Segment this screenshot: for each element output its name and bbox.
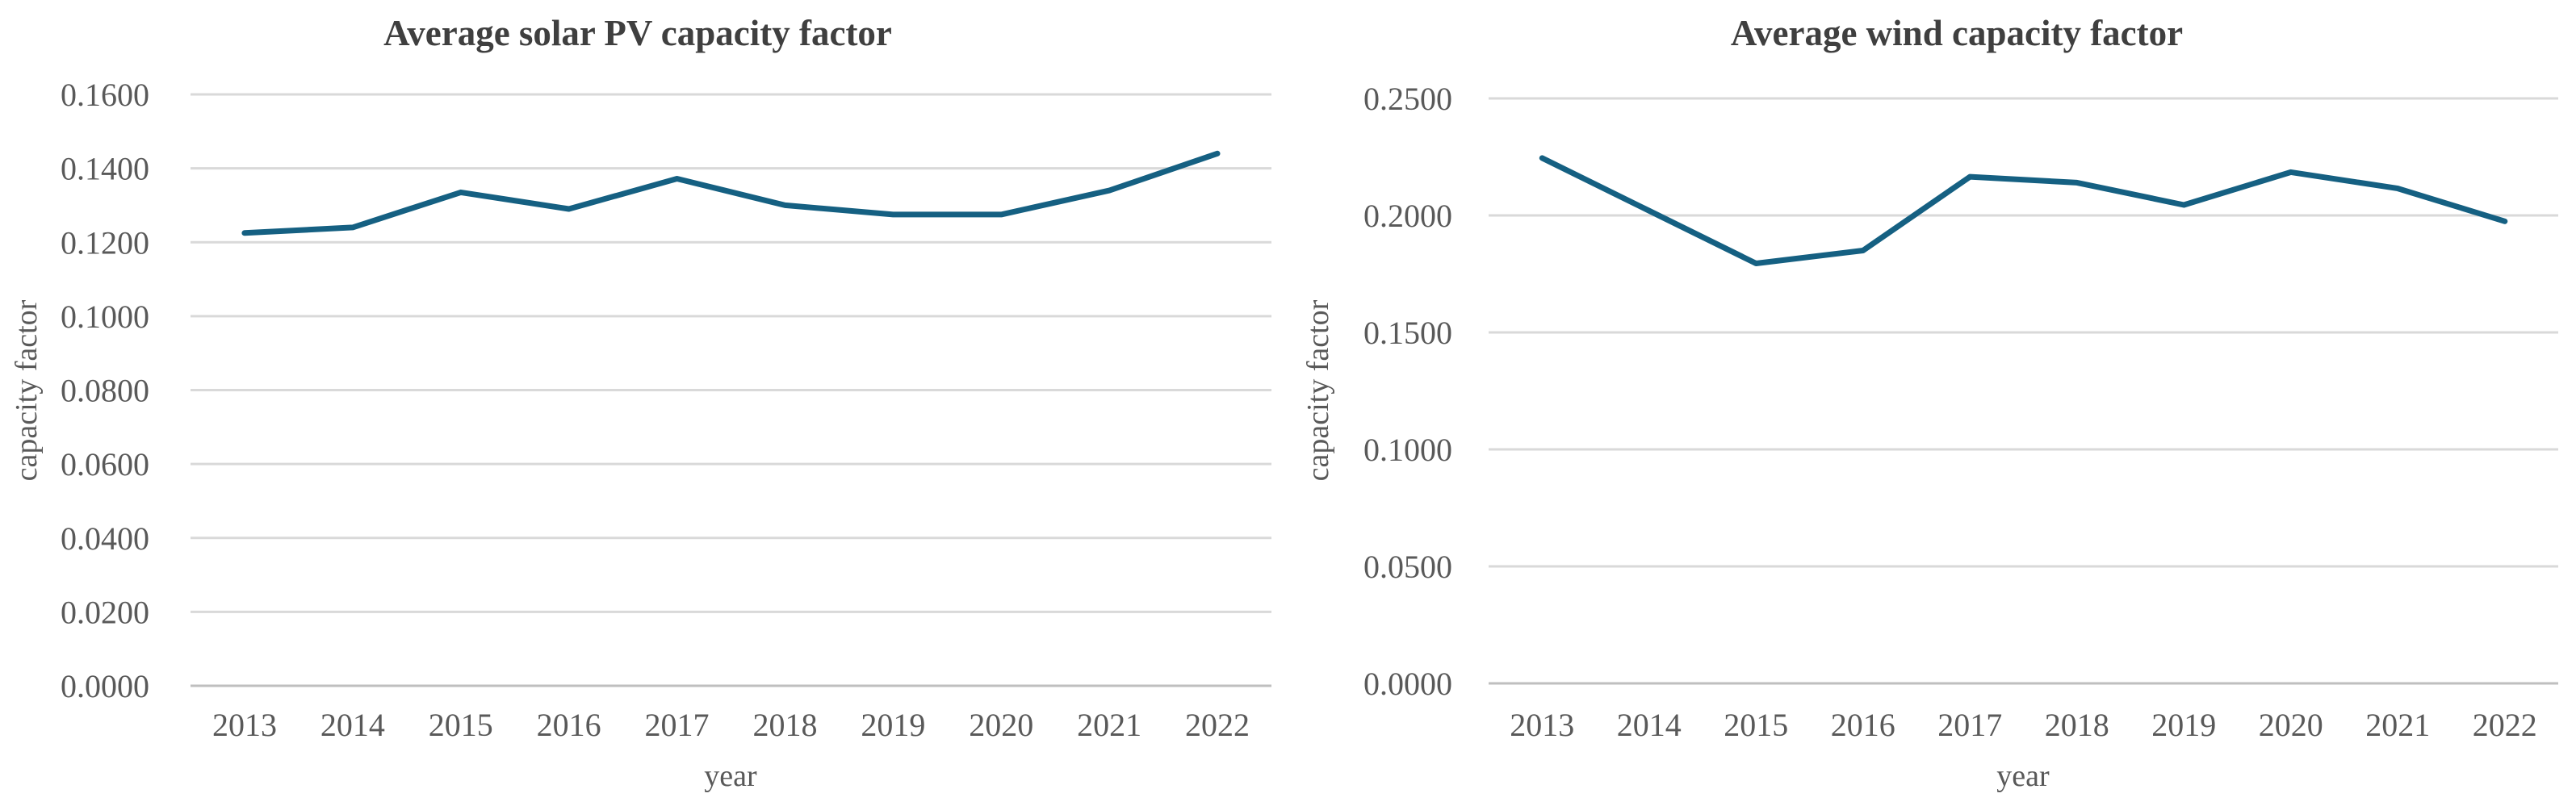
x-tick-label: 2017 [1937,707,2002,743]
y-axis-title: capacity factor [10,299,44,481]
x-tick-label: 2013 [212,707,277,743]
x-tick-label: 2016 [1831,707,1895,743]
x-tick-labels: 2013 2014 2015 2016 2017 2018 2019 2020 2021 2022 [1510,707,2537,743]
x-tick-label: 2022 [1185,707,1250,743]
x-tick-label: 2018 [752,707,817,743]
y-tick-labels: 0.0000 0.0200 0.0400 0.0600 0.0800 0.1000 0.12… [61,77,149,704]
chart-panel-solar: 0.0000 0.0200 0.0400 0.0600 0.0800 0.1000 0.12… [10,13,1271,793]
x-tick-label: 2016 [537,707,601,743]
x-tick-label: 2021 [1077,707,1141,743]
wind-capacity-factor-line [1539,155,2508,266]
x-tick-label: 2019 [861,707,925,743]
y-tick-label: 0.0600 [61,446,149,482]
x-tick-label: 2020 [969,707,1033,743]
solar-capacity-factor-line [241,150,1221,236]
chart-title: Average wind capacity factor [1731,13,2183,53]
x-tick-label: 2022 [2473,707,2537,743]
gridlines [1489,97,2558,685]
y-tick-label: 0.0400 [61,520,149,557]
chart-title: Average solar PV capacity factor [383,13,892,53]
x-tick-label: 2013 [1510,707,1574,743]
gridlines [191,93,1271,687]
x-tick-label: 2015 [1724,707,1788,743]
y-tick-label: 0.1000 [1363,432,1452,468]
x-tick-label: 2017 [645,707,710,743]
y-tick-label: 0.0000 [61,668,149,704]
x-tick-label: 2014 [320,707,385,743]
x-tick-label: 2021 [2365,707,2430,743]
y-tick-labels: 0.0000 0.0500 0.1000 0.1500 0.2000 0.2500 [1363,81,1452,702]
x-axis-title: year [1996,759,2050,793]
x-tick-labels: 2013 2014 2015 2016 2017 2018 2019 2020 2021 2022 [212,707,1250,743]
x-axis-title: year [704,759,757,793]
x-tick-label: 2019 [2151,707,2216,743]
y-tick-label: 0.1200 [61,224,149,261]
y-tick-label: 0.1400 [61,151,149,187]
y-tick-label: 0.1500 [1363,315,1452,351]
solar-capacity-factor-line-chart: 0.0000 0.0200 0.0400 0.0600 0.0800 0.1000 0.12… [10,13,1271,793]
y-axis-title: capacity factor [1301,299,1335,481]
x-tick-label: 2020 [2259,707,2323,743]
y-tick-label: 0.2000 [1363,198,1452,234]
y-tick-label: 0.1600 [61,77,149,113]
wind-capacity-factor-line-chart: 0.0000 0.0500 0.1000 0.1500 0.2000 0.2500 201… [1301,13,2558,793]
x-tick-label: 2018 [2045,707,2109,743]
y-tick-label: 0.0000 [1363,666,1452,702]
x-tick-label: 2014 [1617,707,1682,743]
y-tick-label: 0.0500 [1363,549,1452,585]
y-tick-label: 0.2500 [1363,81,1452,117]
y-tick-label: 0.0800 [61,373,149,409]
chart-panel-wind: 0.0000 0.0500 0.1000 0.1500 0.2000 0.2500 201… [1288,0,2575,806]
y-tick-label: 0.0200 [61,594,149,630]
x-tick-label: 2015 [429,707,493,743]
y-tick-label: 0.1000 [61,299,149,335]
